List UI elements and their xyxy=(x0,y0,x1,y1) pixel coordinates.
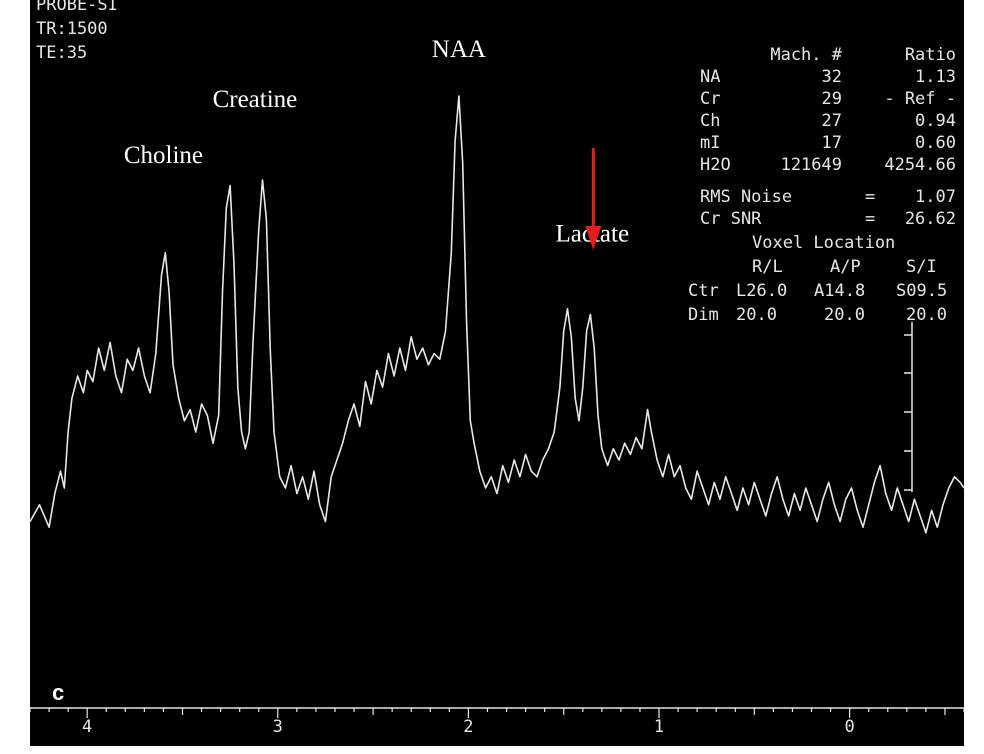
header-te: TE:35 xyxy=(36,43,87,63)
vertical-scale-bar xyxy=(904,322,913,492)
rms-noise-eq: = xyxy=(865,187,875,207)
header-probe: PROBE-SI xyxy=(36,0,118,15)
dim-label: Dim xyxy=(688,305,719,325)
mrs-spectrum-figure: PROBE-SI TR:1500 TE:35 Mach. # Ratio NA 3… xyxy=(30,0,964,746)
panel-label: c xyxy=(52,680,64,705)
lactate-arrow-head xyxy=(585,226,602,250)
annotation-label: Choline xyxy=(124,142,203,169)
table-row-mach: 17 xyxy=(822,133,842,153)
dim-si: 20.0 xyxy=(906,305,947,325)
x-tick-label: 1 xyxy=(654,717,664,737)
rms-noise-value: 1.07 xyxy=(915,187,956,207)
cr-snr-eq: = xyxy=(865,209,875,229)
table-row-mach: 27 xyxy=(822,111,842,131)
voxel-location-title: Voxel Location xyxy=(752,233,895,253)
table-row-mach: 32 xyxy=(822,67,842,87)
chart-background xyxy=(30,0,964,746)
ctr-rl: L26.0 xyxy=(736,281,787,301)
x-tick-label: 3 xyxy=(273,717,283,737)
x-tick-label: 4 xyxy=(82,717,92,737)
annotation-label: Creatine xyxy=(213,86,298,113)
peak-annotations: CholineCreatineNAALactate xyxy=(124,36,629,250)
dim-ap: 20.0 xyxy=(824,305,865,325)
rms-noise-label: RMS Noise xyxy=(700,187,792,207)
table-row-ratio: 4254.66 xyxy=(884,155,956,175)
x-tick-label: 0 xyxy=(845,717,855,737)
table-rows: NA 32 1.13 Cr 29 - Ref - Ch 27 0.94 mI 17 0.60 H2O 12… xyxy=(700,67,956,175)
cr-snr-value: 26.62 xyxy=(905,209,956,229)
ctr-label: Ctr xyxy=(688,281,719,301)
table-col-mach: Mach. # xyxy=(770,45,842,65)
table-row-ratio: - Ref - xyxy=(884,89,956,109)
spectrum-trace xyxy=(30,95,964,534)
table-row-name: NA xyxy=(700,67,720,87)
table-row-name: Ch xyxy=(700,111,720,131)
table-row-ratio: 0.94 xyxy=(915,111,956,131)
spectrum-chart: PROBE-SI TR:1500 TE:35 Mach. # Ratio NA 3… xyxy=(30,0,964,746)
cr-snr-label: Cr SNR xyxy=(700,209,762,229)
voxel-col-rl: R/L xyxy=(752,257,783,277)
table-row-mach: 29 xyxy=(822,89,842,109)
dim-rl: 20.0 xyxy=(736,305,777,325)
table-row-ratio: 0.60 xyxy=(915,133,956,153)
table-row-mach: 121649 xyxy=(781,155,842,175)
table-row-name: mI xyxy=(700,133,720,153)
table-col-ratio: Ratio xyxy=(905,45,956,65)
ctr-ap: A14.8 xyxy=(814,281,865,301)
table-row-name: H2O xyxy=(700,155,731,175)
voxel-col-ap: A/P xyxy=(830,257,861,277)
table-row-name: Cr xyxy=(700,89,720,109)
x-tick-label: 2 xyxy=(463,717,473,737)
table-row-ratio: 1.13 xyxy=(915,67,956,87)
ctr-si: S09.5 xyxy=(896,281,947,301)
metabolite-table: Mach. # Ratio NA 32 1.13 Cr 29 - Ref - Ch 27 0.9… xyxy=(688,45,956,492)
voxel-col-si: S/I xyxy=(906,257,937,277)
annotation-label: NAA xyxy=(432,36,486,63)
header-tr: TR:1500 xyxy=(36,19,108,39)
x-axis: 4 3 2 1 0 xyxy=(30,707,964,737)
